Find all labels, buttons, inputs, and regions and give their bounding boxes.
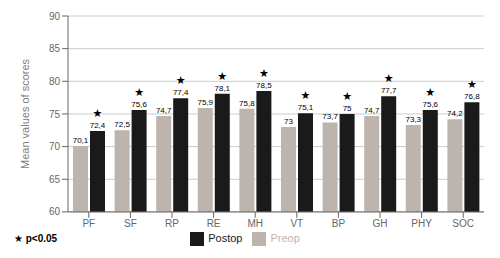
svg-text:77,7: 77,7 [381, 86, 397, 95]
svg-text:PHY: PHY [411, 218, 432, 229]
svg-text:73,3: 73,3 [406, 115, 422, 124]
html-text:Preop: Preop [270, 231, 300, 244]
svg-text:★: ★ [176, 74, 186, 86]
svg-text:78,5: 78,5 [256, 81, 272, 90]
svg-text:★: ★ [259, 67, 269, 79]
svg-text:75,6: 75,6 [131, 100, 147, 109]
html-text:Postop: Postop [208, 231, 243, 244]
svg-text:★: ★ [425, 86, 435, 98]
svg-text:★: ★ [134, 86, 144, 98]
svg-text:MH: MH [247, 218, 263, 229]
svg-text:72,5: 72,5 [114, 120, 130, 129]
svg-text:Mean values of scores: Mean values of scores [19, 58, 31, 169]
svg-text:PF: PF [82, 218, 95, 229]
svg-text:★: ★ [384, 72, 394, 84]
svg-text:RP: RP [165, 218, 179, 229]
svg-text:80: 80 [49, 76, 61, 87]
svg-text:GH: GH [373, 218, 388, 229]
svg-text:85: 85 [49, 43, 61, 54]
svg-text:75,8: 75,8 [239, 99, 255, 108]
svg-text:70,1: 70,1 [73, 136, 89, 145]
svg-text:70: 70 [49, 141, 61, 152]
svg-text:74,7: 74,7 [156, 106, 172, 115]
svg-text:★: ★ [342, 90, 352, 102]
svg-text:SOC: SOC [452, 218, 474, 229]
svg-text:74,2: 74,2 [447, 109, 463, 118]
svg-text:★: ★ [93, 107, 103, 119]
svg-text:72,4: 72,4 [90, 121, 106, 130]
svg-text:75: 75 [343, 104, 352, 113]
svg-text:76,8: 76,8 [464, 92, 480, 101]
svg-text:60: 60 [49, 206, 61, 217]
svg-text:★: ★ [467, 78, 477, 90]
svg-text:VT: VT [290, 218, 303, 229]
svg-text:★: ★ [217, 70, 227, 82]
svg-text:RE: RE [207, 218, 221, 229]
svg-text:75,6: 75,6 [423, 100, 439, 109]
svg-text:65: 65 [49, 174, 61, 185]
svg-text:★: ★ [301, 89, 311, 101]
svg-text:74,7: 74,7 [364, 106, 380, 115]
svg-text:75: 75 [49, 109, 61, 120]
svg-text:75,1: 75,1 [298, 103, 314, 112]
svg-text:77,4: 77,4 [173, 88, 189, 97]
svg-text:90: 90 [49, 11, 61, 22]
svg-text:73: 73 [284, 117, 293, 126]
svg-text:75,9: 75,9 [198, 98, 214, 107]
html-text:★ p<0.05: ★ p<0.05 [14, 233, 58, 244]
svg-text:SF: SF [124, 218, 137, 229]
svg-text:73,7: 73,7 [322, 112, 338, 121]
svg-text:BP: BP [332, 218, 346, 229]
svg-text:78,1: 78,1 [215, 84, 231, 93]
